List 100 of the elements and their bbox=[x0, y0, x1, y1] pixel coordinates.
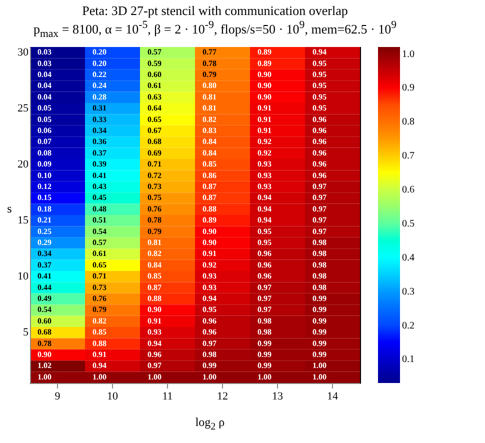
data-label: 0.68 bbox=[38, 328, 52, 337]
data-label: 0.73 bbox=[148, 182, 162, 191]
data-label: 0.98 bbox=[312, 272, 326, 281]
chart-title: Peta: 3D 27-pt stencil with communication overlap bbox=[81, 3, 349, 18]
data-label: 0.63 bbox=[148, 92, 162, 102]
data-label: 0.95 bbox=[312, 104, 326, 113]
text: p$_{max}$ = 8100, α = 10$^{-5}$, β = 2 · 10$^{-9}$, flops/s=50 · 10$^{9}$, mem=62.5 · 10$^{9}$ bbox=[33, 19, 397, 40]
data-label: 0.94 bbox=[258, 204, 272, 214]
data-label: 0.12 bbox=[38, 182, 52, 191]
data-label: 1.00 bbox=[148, 372, 162, 382]
data-label: 0.99 bbox=[258, 338, 272, 348]
data-label: 0.97 bbox=[312, 216, 326, 225]
data-label: 0.98 bbox=[202, 350, 216, 359]
data-label: 0.94 bbox=[202, 294, 216, 303]
data-label: 0.24 bbox=[92, 81, 106, 90]
data-label: 0.96 bbox=[312, 170, 326, 180]
data-label: 0.90 bbox=[38, 350, 52, 359]
data-label: 0.96 bbox=[312, 160, 326, 169]
x-tick-label: 9 bbox=[54, 390, 61, 402]
color-bar-label: 0.9 bbox=[402, 82, 414, 94]
data-label: 0.93 bbox=[258, 182, 272, 191]
data-label: 0.91 bbox=[92, 350, 106, 359]
data-label: 0.03 bbox=[38, 48, 52, 57]
data-label: 0.81 bbox=[202, 92, 216, 102]
data-label: 0.59 bbox=[148, 58, 162, 68]
data-label: 0.44 bbox=[38, 282, 52, 292]
data-label: 0.20 bbox=[92, 58, 106, 68]
data-label: 0.73 bbox=[92, 282, 106, 292]
data-label: 0.76 bbox=[92, 294, 106, 303]
data-label: 0.51 bbox=[92, 216, 106, 225]
data-label: 0.87 bbox=[202, 193, 216, 202]
data-label: 0.84 bbox=[202, 137, 216, 146]
data-label: 0.79 bbox=[148, 226, 162, 236]
data-label: 0.60 bbox=[148, 70, 162, 79]
data-label: 0.87 bbox=[148, 282, 162, 292]
data-label: 0.93 bbox=[202, 272, 216, 281]
data-label: 0.94 bbox=[312, 48, 326, 57]
y-tick-label: 10 bbox=[18, 270, 29, 283]
data-label: 0.84 bbox=[202, 148, 216, 158]
data-label: 0.97 bbox=[258, 294, 272, 303]
data-label: 0.81 bbox=[148, 238, 162, 247]
data-label: 0.88 bbox=[202, 204, 216, 214]
data-label: 1.02 bbox=[38, 361, 52, 370]
color-bar-label: 0.6 bbox=[402, 184, 414, 196]
data-label: 0.85 bbox=[202, 160, 216, 169]
data-label: 0.96 bbox=[258, 272, 272, 281]
data-label: 0.82 bbox=[92, 316, 106, 326]
y-axis-title: s bbox=[7, 201, 12, 216]
data-label: 0.97 bbox=[312, 204, 326, 214]
data-label: 0.61 bbox=[92, 249, 106, 258]
data-label: 0.94 bbox=[92, 361, 106, 370]
data-label: 0.88 bbox=[148, 294, 162, 303]
data-label: 0.20 bbox=[92, 48, 106, 57]
data-label: 1.00 bbox=[38, 372, 52, 382]
data-label: 0.10 bbox=[38, 170, 52, 180]
data-label: 0.31 bbox=[92, 104, 106, 113]
data-label: 0.48 bbox=[92, 204, 106, 214]
data-label: 0.99 bbox=[312, 316, 326, 326]
data-label: 0.94 bbox=[148, 338, 162, 348]
data-label: 0.84 bbox=[148, 260, 162, 270]
color-bar-label: 0.4 bbox=[402, 252, 414, 264]
data-label: 0.87 bbox=[202, 182, 216, 191]
data-label: 1.00 bbox=[312, 361, 326, 370]
data-label: 0.82 bbox=[202, 114, 216, 124]
data-label: 0.98 bbox=[258, 328, 272, 337]
data-label: 0.85 bbox=[92, 328, 106, 337]
data-label: 0.78 bbox=[38, 338, 52, 348]
data-label: 0.95 bbox=[312, 58, 326, 68]
data-label: 0.08 bbox=[38, 148, 52, 158]
data-label: 0.99 bbox=[312, 305, 326, 314]
data-label: 0.96 bbox=[148, 350, 162, 359]
color-bar-label: 0.2 bbox=[402, 320, 414, 332]
y-tick-label: 20 bbox=[18, 158, 29, 171]
data-label: 0.77 bbox=[202, 48, 216, 57]
data-label: 0.80 bbox=[202, 81, 216, 90]
data-label: 0.93 bbox=[258, 170, 272, 180]
y-tick-label: 30 bbox=[18, 46, 29, 59]
data-label: 0.37 bbox=[92, 148, 106, 158]
data-label: 0.97 bbox=[202, 338, 216, 348]
data-label: 0.54 bbox=[38, 305, 52, 314]
data-label: 0.89 bbox=[202, 216, 216, 225]
y-tick-label: 15 bbox=[18, 214, 29, 227]
data-label: 0.37 bbox=[38, 260, 52, 270]
data-label: 0.97 bbox=[312, 193, 326, 202]
data-label: 0.78 bbox=[202, 58, 216, 68]
data-label: 0.97 bbox=[312, 226, 326, 236]
data-label: 0.91 bbox=[258, 114, 272, 124]
data-label: 0.04 bbox=[38, 81, 52, 90]
data-label: 0.96 bbox=[202, 316, 216, 326]
data-label: 0.91 bbox=[258, 126, 272, 135]
data-label: 0.99 bbox=[258, 361, 272, 370]
data-label: 0.96 bbox=[312, 137, 326, 146]
y-tick-label: 25 bbox=[18, 102, 29, 115]
x-tick-label: 10 bbox=[107, 390, 118, 402]
data-label: 0.95 bbox=[312, 92, 326, 102]
data-label: 0.05 bbox=[38, 104, 52, 113]
data-label: 0.95 bbox=[312, 70, 326, 79]
data-label: 0.89 bbox=[258, 48, 272, 57]
data-label: 0.93 bbox=[202, 282, 216, 292]
data-label: 0.28 bbox=[92, 92, 106, 102]
